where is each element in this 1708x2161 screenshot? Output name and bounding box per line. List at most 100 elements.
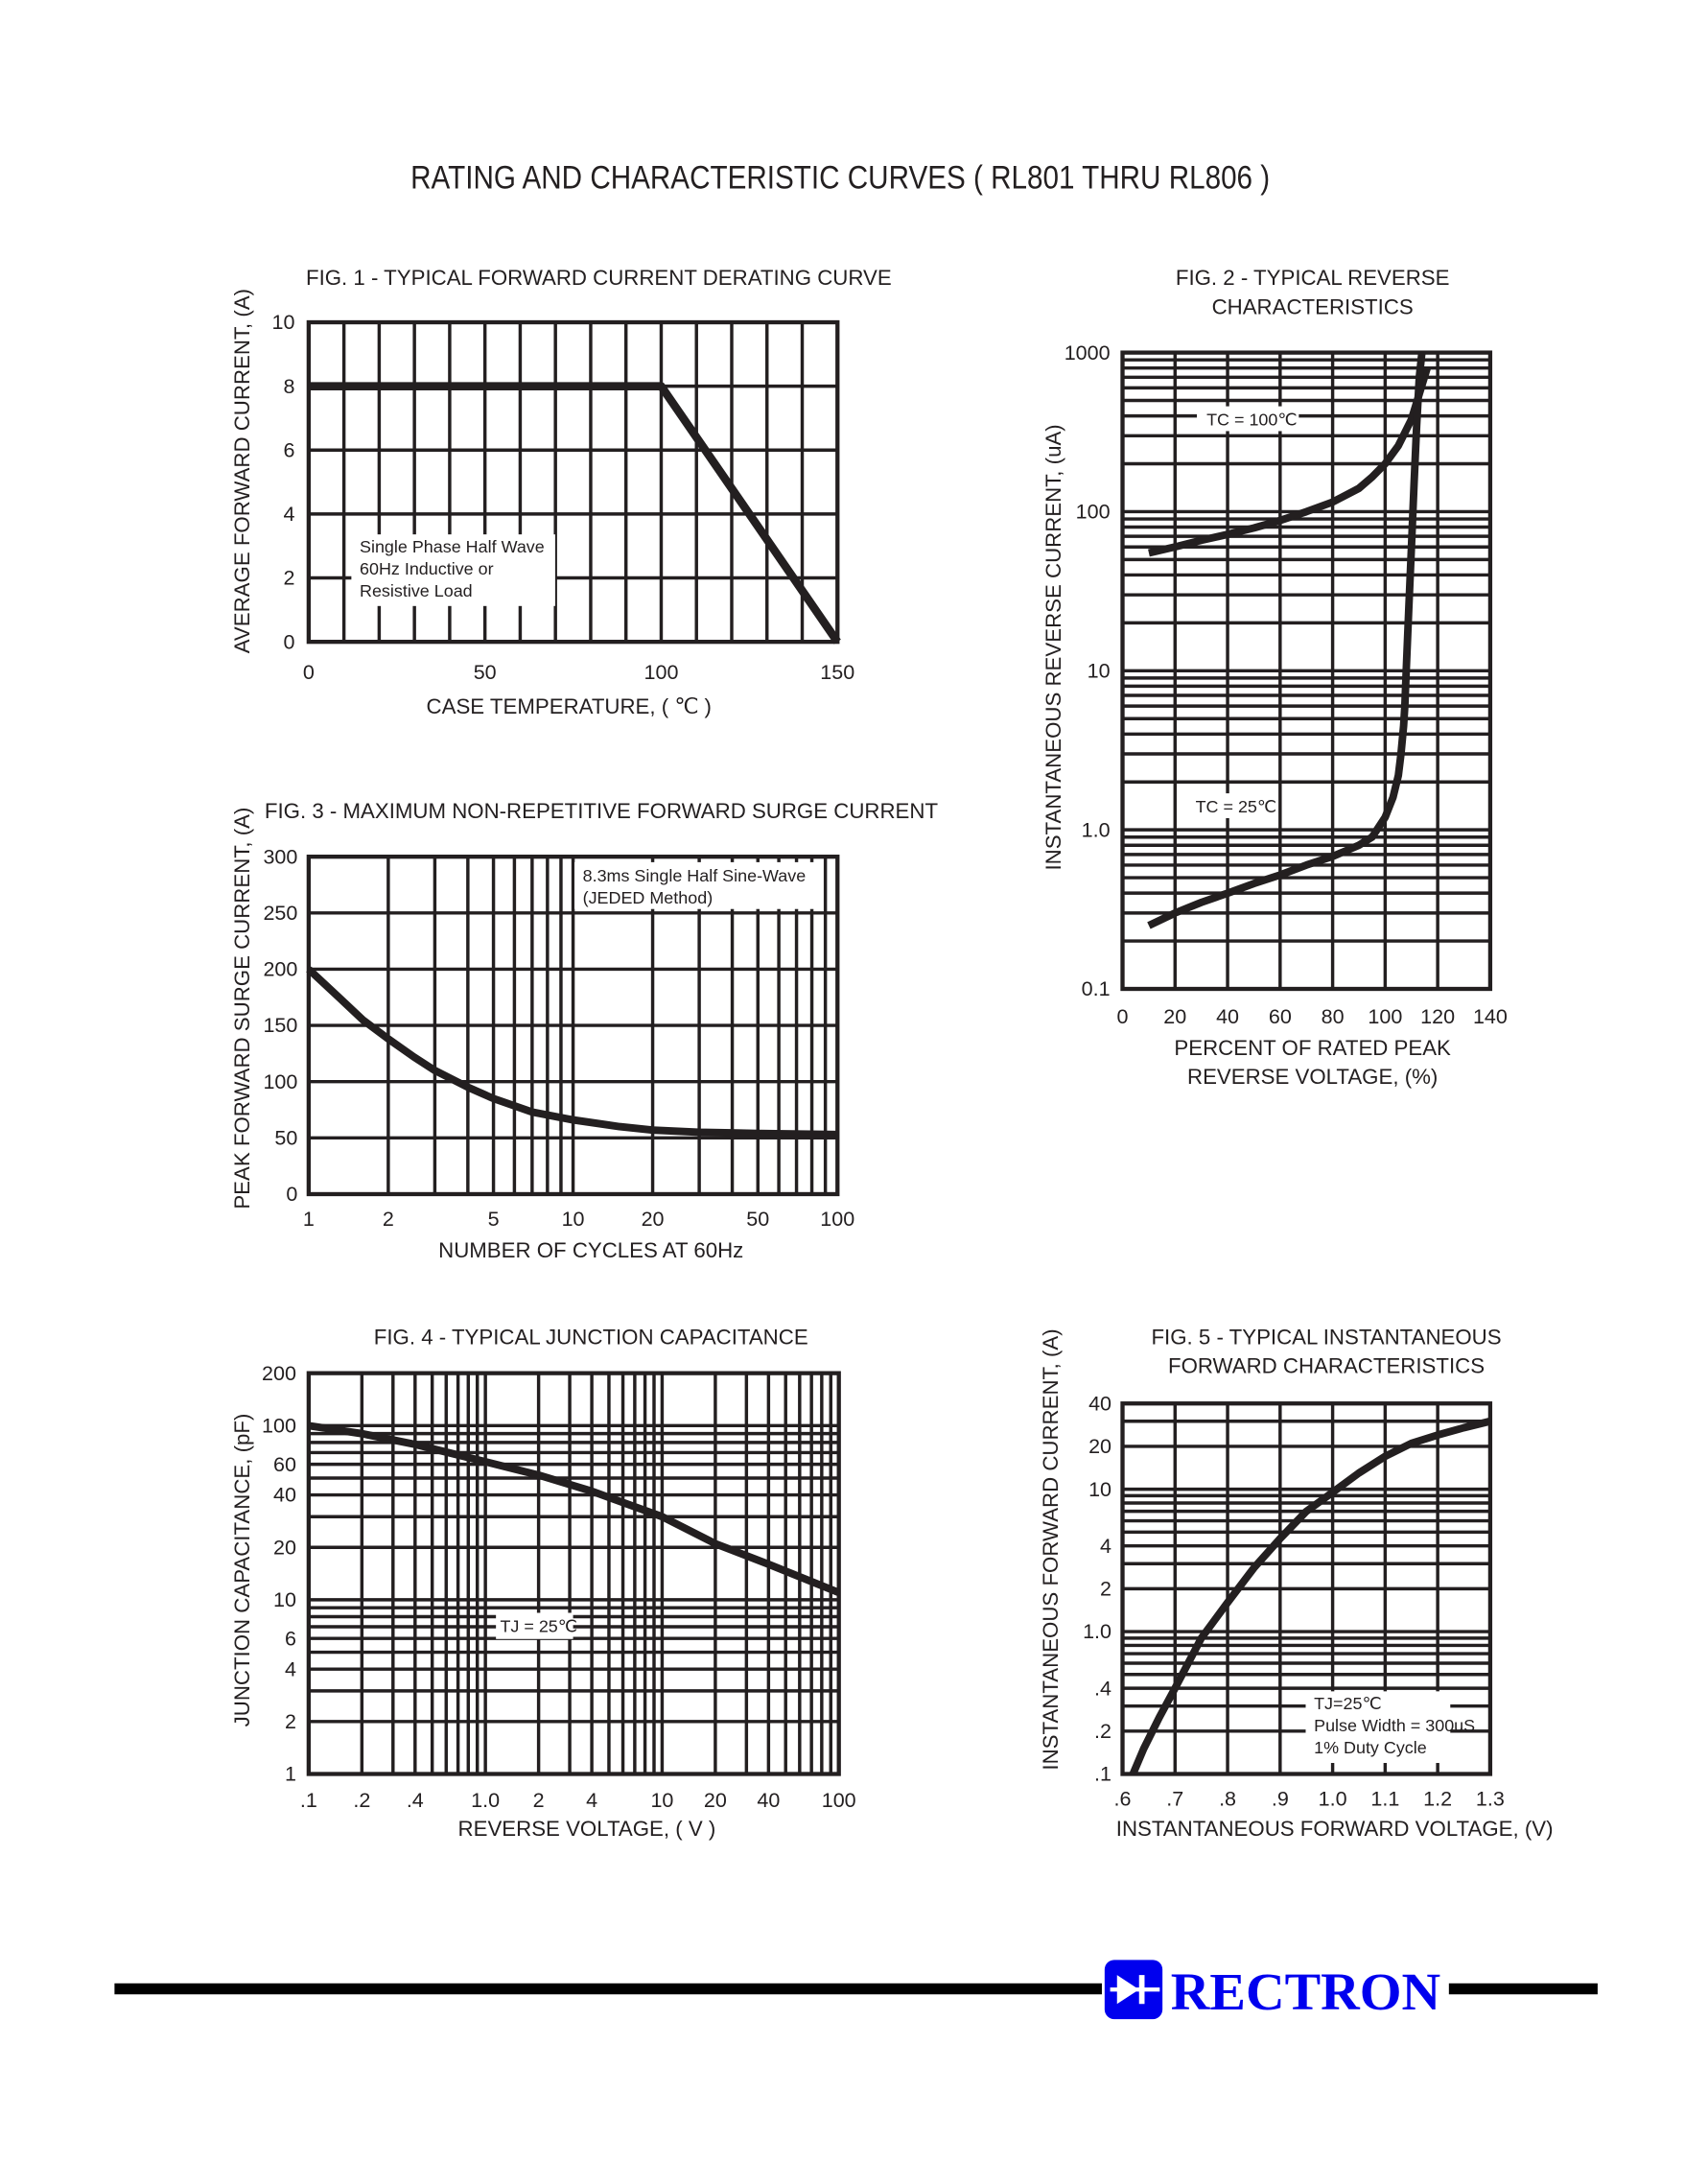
gridlines: [308, 1373, 839, 1774]
y-tick-label: 2: [284, 567, 295, 590]
y-tick-label: 100: [262, 1414, 296, 1437]
x-tick-label: 120: [1420, 1005, 1455, 1028]
y-tick-label: 6: [284, 438, 295, 461]
brand-name: RECTRON: [1171, 1962, 1440, 2021]
chart-title: FIG. 2 - TYPICAL REVERSE: [1176, 266, 1450, 290]
y-axis-label: AVERAGE FORWARD CURRENT, (A): [230, 289, 254, 653]
footer: RECTRON: [114, 1960, 1598, 2021]
annotation-box: [574, 861, 814, 909]
gridlines: [1122, 1403, 1490, 1774]
x-tick-label: 20: [704, 1789, 727, 1812]
charts: Single Phase Half Wave 60Hz Inductive or R…: [230, 266, 1553, 1841]
y-tick-label: 10: [1088, 659, 1111, 682]
annotation-text: Single Phase Half Wave: [360, 537, 545, 556]
x-axis-label: PERCENT OF RATED PEAK: [1174, 1036, 1451, 1060]
fig2-chart: TC = 100℃ TC = 25℃ 0 20 40 60 80 100 120 140 0.1 1.…: [1041, 266, 1508, 1089]
y-tick-label: 4: [284, 503, 295, 526]
x-tick-label: 2: [383, 1208, 394, 1231]
y-axis-label: PEAK FORWARD SURGE CURRENT, (A): [230, 808, 254, 1210]
plot-frame: [306, 1371, 841, 1776]
x-tick-label: 1.3: [1476, 1788, 1505, 1811]
x-tick-label: .8: [1219, 1788, 1236, 1811]
annotation-box: [496, 1612, 573, 1639]
chart-title: CHARACTERISTICS: [1212, 294, 1414, 318]
gridlines: [308, 857, 838, 1194]
plot-frame: [306, 319, 840, 645]
x-tick-label: 140: [1473, 1005, 1508, 1028]
plot-frame: [1120, 1401, 1493, 1776]
x-tick-label: 1.0: [471, 1789, 500, 1812]
x-tick-label: .2: [353, 1789, 370, 1812]
x-tick-label: 2: [533, 1789, 545, 1812]
x-tick-label: 50: [474, 661, 497, 684]
series-line-2: [1147, 352, 1426, 929]
y-tick-label: 0.1: [1082, 977, 1111, 1000]
series-line-1: [308, 1421, 841, 1597]
y-tick-label: .4: [1094, 1677, 1111, 1700]
footer-rule-left: [114, 1983, 1102, 1995]
x-tick-label: 50: [746, 1208, 769, 1231]
y-tick-label: .1: [1094, 1763, 1111, 1786]
annotation-box: [351, 534, 555, 606]
annotation-text: TJ = 25℃: [500, 1617, 576, 1636]
gridlines: [1122, 352, 1490, 990]
footer-rule-right: [1448, 1983, 1598, 1995]
x-tick-label: 1.2: [1423, 1788, 1452, 1811]
y-tick-label: 2: [285, 1710, 296, 1733]
x-tick-label: 20: [642, 1208, 665, 1231]
annotation-text: 8.3ms Single Half Sine-Wave: [583, 866, 807, 885]
x-tick-label: 60: [1269, 1005, 1292, 1028]
y-tick-label: 10: [272, 311, 295, 334]
annotation-text: (JEDED Method): [583, 888, 714, 907]
y-tick-label: 10: [1088, 1478, 1111, 1501]
x-axis-label: INSTANTANEOUS FORWARD VOLTAGE, (V): [1116, 1817, 1554, 1841]
y-tick-label: 250: [263, 902, 297, 925]
y-tick-label: 4: [1100, 1535, 1111, 1558]
series-line-1: [1148, 366, 1431, 557]
y-tick-label: .2: [1094, 1720, 1111, 1743]
annotation-text: TC = 100℃: [1206, 411, 1297, 430]
series-line-1: [306, 966, 838, 1139]
annotation-box: [1305, 1691, 1451, 1764]
x-axis-label: REVERSE VOLTAGE, ( V ): [458, 1817, 716, 1841]
y-tick-label: 20: [273, 1536, 296, 1559]
y-tick-label: 0: [286, 1183, 297, 1206]
x-tick-label: 10: [650, 1789, 673, 1812]
y-tick-label: 300: [263, 845, 297, 868]
chart-title: FIG. 1 - TYPICAL FORWARD CURRENT DERATIN…: [306, 266, 892, 290]
y-tick-label: 60: [273, 1453, 296, 1476]
y-tick-label: 1000: [1065, 341, 1111, 364]
x-tick-label: 100: [820, 1208, 854, 1231]
x-tick-label: 100: [1368, 1005, 1402, 1028]
x-tick-label: 1.0: [1319, 1788, 1347, 1811]
annotation-text: 1% Duty Cycle: [1314, 1738, 1427, 1757]
annotation-box: [1186, 793, 1278, 818]
y-axis-label: JUNCTION CAPACITANCE, (pF): [230, 1414, 254, 1727]
y-tick-label: 40: [273, 1484, 296, 1507]
y-tick-label: 150: [263, 1014, 297, 1037]
y-tick-label: 40: [1088, 1392, 1111, 1415]
y-tick-label: 0: [284, 630, 295, 653]
plot-frame: [306, 855, 840, 1197]
fig5-chart: TJ=25℃ Pulse Width = 300uS 1% Duty Cycle .6…: [1039, 1325, 1554, 1841]
y-tick-label: 8: [284, 375, 295, 398]
y-tick-label: 100: [263, 1070, 297, 1093]
x-tick-label: 150: [820, 661, 854, 684]
x-tick-label: .6: [1114, 1788, 1132, 1811]
y-tick-label: 10: [273, 1588, 296, 1611]
x-axis-label: NUMBER OF CYCLES AT 60Hz: [438, 1238, 743, 1262]
fig4-chart: TJ = 25℃ .1 .2 .4 1.0 2 4 10 20 40 100 1 2 4 6 10 20 40 60…: [230, 1325, 856, 1841]
annotation-text: TC = 25℃: [1196, 797, 1276, 816]
y-tick-label: 6: [285, 1627, 296, 1650]
y-tick-label: 50: [274, 1127, 297, 1150]
x-tick-label: 40: [757, 1789, 780, 1812]
plot-frame: [1120, 350, 1493, 992]
annotation-text: Pulse Width = 300uS: [1314, 1716, 1475, 1735]
series-line-1: [308, 382, 841, 645]
x-tick-label: 4: [586, 1789, 597, 1812]
x-tick-label: 5: [488, 1208, 500, 1231]
x-tick-label: 80: [1322, 1005, 1345, 1028]
annotation-text: Resistive Load: [360, 581, 473, 600]
x-tick-label: 40: [1216, 1005, 1239, 1028]
x-tick-label: .1: [300, 1789, 317, 1812]
